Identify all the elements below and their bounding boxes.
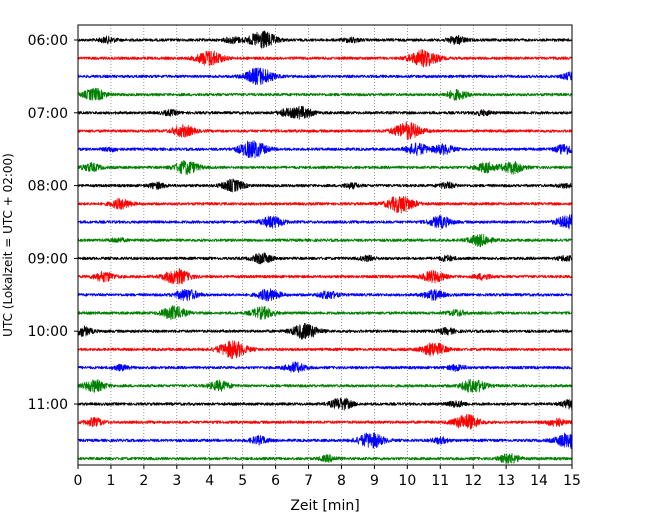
x-tick-label: 6 (271, 473, 280, 489)
y-tick-label: 09:00 (28, 251, 68, 267)
seismogram-trace-22 (77, 432, 573, 450)
x-tick-label: 13 (497, 473, 515, 489)
x-tick-label: 5 (238, 473, 247, 489)
x-tick-label: 15 (563, 473, 581, 489)
y-axis: 06:00 07:00 08:00 09:00 10:00 11:00 (28, 33, 78, 413)
seismogram-trace-19 (77, 378, 573, 393)
x-tick-label: 10 (398, 473, 416, 489)
x-axis-label: Zeit [min] (290, 498, 359, 514)
seismogram-trace-13 (77, 267, 573, 285)
seismogram-trace-20 (77, 397, 573, 411)
x-tick-label: 14 (530, 473, 548, 489)
x-tick-label: 12 (464, 473, 482, 489)
y-tick-label: 08:00 (28, 179, 68, 195)
y-tick-label: 11:00 (28, 397, 68, 413)
seismogram-trace-0 (77, 30, 573, 49)
seismogram-trace-4 (77, 105, 573, 120)
x-tick-label: 11 (431, 473, 449, 489)
x-tick-label: 7 (304, 473, 313, 489)
seismogram-trace-17 (77, 340, 573, 360)
seismogram-trace-5 (77, 121, 573, 141)
seismogram-trace-6 (77, 140, 573, 159)
x-tick-label: 3 (172, 473, 181, 489)
vertical-gridlines (110, 25, 540, 465)
seismogram-trace-15 (77, 305, 573, 321)
y-tick-label: 07:00 (28, 106, 68, 122)
seismogram-trace-2 (77, 67, 573, 86)
plot-frame (77, 24, 573, 466)
seismogram-trace-12 (77, 252, 573, 265)
seismogram-trace-23 (77, 452, 573, 464)
seismogram-trace-16 (77, 322, 573, 340)
seismogram-trace-10 (77, 214, 573, 230)
seismogram-trace-18 (77, 361, 573, 373)
x-tick-label: 9 (370, 473, 379, 489)
x-tick-label: 8 (337, 473, 346, 489)
seismogram-trace-8 (77, 178, 573, 193)
seismogram-trace-7 (77, 159, 573, 176)
seismogram-trace-1 (77, 49, 573, 68)
x-axis: 0 1 2 3 4 5 6 7 8 9 10 11 12 13 14 15 (74, 465, 581, 489)
seismogram-trace-21 (77, 413, 573, 430)
seismogram-trace-14 (77, 288, 573, 302)
x-tick-label: 2 (139, 473, 148, 489)
y-tick-label: 06:00 (28, 33, 68, 49)
seismogram-trace-9 (77, 195, 573, 214)
seismogram-trace-3 (77, 87, 573, 101)
x-tick-label: 1 (106, 473, 115, 489)
y-axis-label: UTC (Lokalzeit = UTC + 02:00) (1, 153, 15, 337)
x-tick-label: 4 (205, 473, 214, 489)
seismogram-trace-11 (77, 233, 573, 248)
y-tick-label: 10:00 (28, 324, 68, 340)
x-tick-label: 0 (74, 473, 83, 489)
seismogram-traces (77, 30, 573, 464)
